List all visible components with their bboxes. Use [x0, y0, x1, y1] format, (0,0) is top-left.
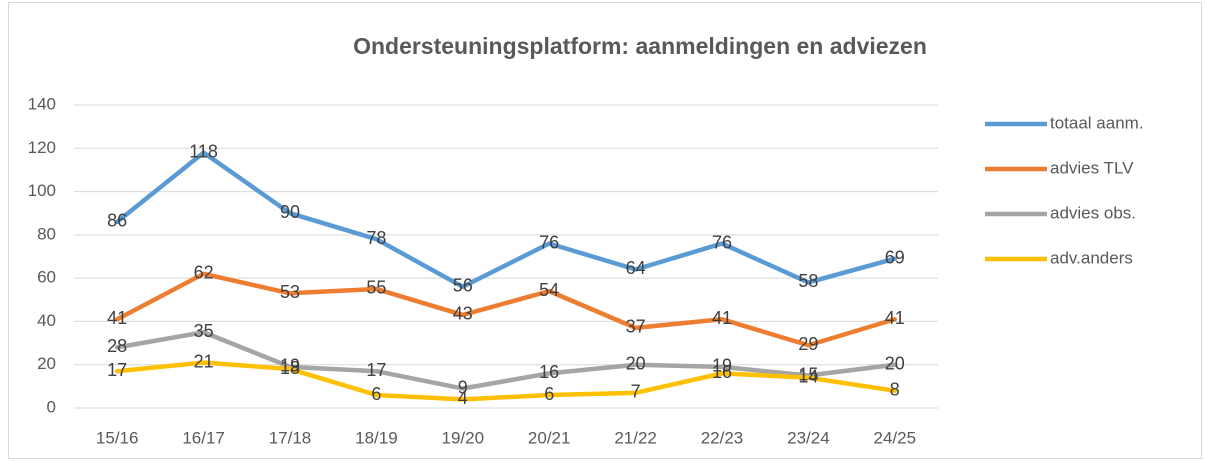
- data-label: 54: [539, 280, 559, 300]
- x-tick-label: 21/22: [614, 428, 657, 447]
- y-tick-label: 0: [47, 397, 56, 416]
- data-label: 37: [626, 317, 646, 337]
- x-tick-label: 24/25: [874, 428, 917, 447]
- y-tick-label: 40: [37, 311, 56, 330]
- series-line: [114, 360, 898, 402]
- data-label: 76: [539, 232, 559, 252]
- data-label: 35: [194, 321, 214, 341]
- data-label: 43: [453, 304, 473, 324]
- x-tick-label: 22/23: [701, 428, 744, 447]
- data-label: 16: [539, 362, 559, 382]
- x-tick-label: 23/24: [787, 428, 830, 447]
- data-label: 90: [280, 202, 300, 222]
- legend-label: adv.anders: [1050, 248, 1133, 267]
- legend-label: totaal aanm.: [1050, 113, 1144, 132]
- y-tick-label: 120: [28, 138, 56, 157]
- data-label: 118: [189, 141, 218, 161]
- data-label: 21: [194, 351, 214, 371]
- chart-title: Ondersteuningsplatform: aanmeldingen en …: [353, 33, 927, 59]
- x-tick-label: 16/17: [182, 428, 225, 447]
- y-tick-label: 60: [37, 268, 56, 287]
- data-label: 19: [712, 356, 732, 376]
- x-tick-label: 15/16: [96, 428, 139, 447]
- data-label: 56: [453, 276, 473, 296]
- data-label: 20: [626, 353, 646, 373]
- data-label: 78: [366, 228, 386, 248]
- data-label: 9: [458, 377, 468, 397]
- y-tick-label: 140: [28, 94, 56, 113]
- y-tick-label: 20: [37, 354, 56, 373]
- series-line: [114, 150, 898, 290]
- data-label: 41: [107, 308, 127, 328]
- data-label: 4: [458, 388, 468, 408]
- data-label: 76: [712, 232, 732, 252]
- x-tick-label: 20/21: [528, 428, 571, 447]
- x-tick-label: 17/18: [269, 428, 312, 447]
- legend-label: advies obs.: [1050, 203, 1136, 222]
- data-label: 58: [798, 271, 818, 291]
- legend-label: advies TLV: [1050, 158, 1134, 177]
- data-label: 86: [107, 211, 127, 231]
- data-label: 15: [798, 364, 818, 384]
- x-tick-label: 19/20: [442, 428, 485, 447]
- data-label: 18: [280, 358, 300, 378]
- data-label: 53: [280, 282, 300, 302]
- data-label: 28: [107, 336, 127, 356]
- data-label: 20: [885, 353, 905, 373]
- x-tick-label: 18/19: [355, 428, 398, 447]
- data-label: 7: [631, 382, 641, 402]
- data-label: 16: [712, 362, 732, 382]
- y-tick-label: 80: [37, 224, 56, 243]
- data-label: 64: [626, 258, 646, 278]
- series-line: [114, 330, 898, 391]
- data-label: 17: [366, 360, 386, 380]
- data-label: 19: [280, 356, 300, 376]
- data-label: 29: [798, 334, 818, 354]
- data-label: 17: [107, 360, 127, 380]
- data-label: 8: [890, 379, 900, 399]
- data-label: 69: [885, 247, 905, 267]
- data-label: 62: [194, 263, 214, 283]
- data-label: 6: [544, 384, 554, 404]
- data-label: 14: [798, 366, 818, 386]
- data-label: 41: [885, 308, 905, 328]
- chart-border: [8, 2, 1202, 459]
- data-label: 41: [712, 308, 732, 328]
- data-label: 55: [366, 278, 386, 298]
- series-line: [114, 271, 898, 348]
- data-label: 6: [371, 384, 381, 404]
- y-tick-label: 100: [28, 181, 56, 200]
